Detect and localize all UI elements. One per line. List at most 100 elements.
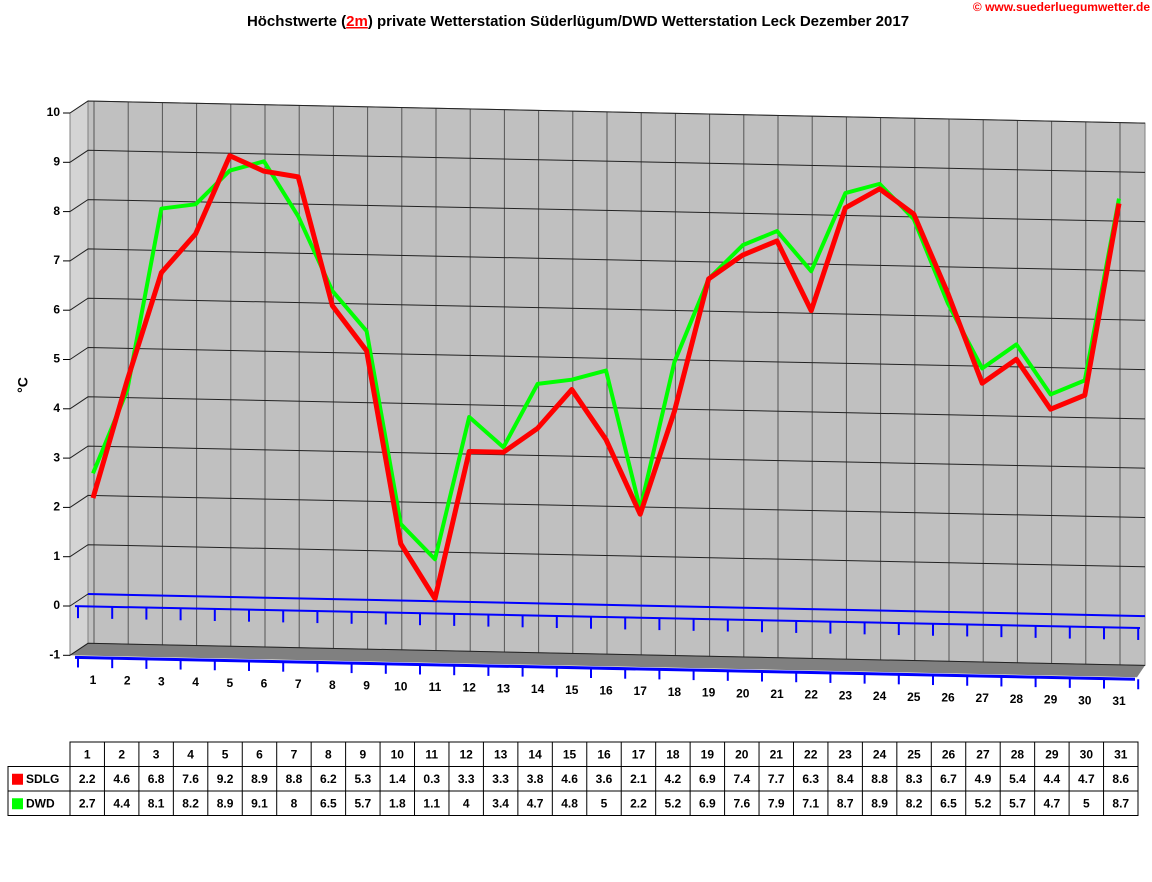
table-value: 2.7: [79, 796, 96, 810]
table-header: 29: [1045, 747, 1059, 761]
table-value: 1.4: [389, 772, 406, 786]
x-tick-label: 7: [295, 677, 302, 691]
table-header: 6: [256, 747, 263, 761]
table-value: 6.8: [148, 772, 165, 786]
table-value: 5: [601, 796, 608, 810]
table-header: 14: [528, 747, 542, 761]
table-value: 7.4: [733, 772, 750, 786]
table-value: 2.2: [79, 772, 96, 786]
table-value: 8.8: [286, 772, 303, 786]
table-border: [69, 741, 1139, 816]
x-tick-label: 22: [805, 688, 819, 702]
table-value: 6.5: [940, 796, 957, 810]
x-tick-label: 29: [1044, 693, 1058, 707]
table-value: 3.4: [492, 796, 509, 810]
x-tick-label: 8: [329, 678, 336, 692]
y-tick-label: 0: [53, 598, 60, 612]
table-header: 8: [325, 747, 332, 761]
y-tick-label: 4: [53, 401, 60, 415]
table-header: 15: [563, 747, 577, 761]
table-header: 11: [425, 747, 438, 761]
y-tick-label: 5: [53, 352, 60, 366]
table-value: 7.1: [802, 796, 819, 810]
y-tick-label: 7: [53, 253, 60, 267]
table-value: 7.6: [182, 772, 199, 786]
x-tick-label: 6: [261, 676, 268, 690]
table-header: 7: [291, 747, 298, 761]
table-value: 9.2: [217, 772, 234, 786]
table-value: 8.7: [1112, 796, 1129, 810]
floor: [70, 643, 1145, 678]
table-value: 4.4: [113, 796, 130, 810]
table-value: 8.6: [1112, 772, 1129, 786]
copyright[interactable]: © www.suederluegumwetter.de: [973, 0, 1150, 14]
table-header: 28: [1011, 747, 1025, 761]
x-tick-label: 15: [565, 683, 579, 697]
table-value: 5.7: [354, 796, 371, 810]
table-value: 6.2: [320, 772, 337, 786]
x-tick-label: 23: [839, 688, 853, 702]
table-value: 3.3: [458, 772, 475, 786]
x-tick-label: 28: [1010, 692, 1024, 706]
zero-line-front: [74, 605, 1141, 629]
x-tick-label: 4: [192, 675, 199, 689]
table-value: 4.8: [561, 796, 578, 810]
legend-swatch: [12, 798, 23, 810]
x-tick-label: 12: [463, 681, 477, 695]
table-value: 2.2: [630, 796, 647, 810]
y-tick-label: 3: [53, 450, 60, 464]
table-value: 8: [291, 796, 298, 810]
table-value: 8.9: [251, 772, 268, 786]
table-value: 6.5: [320, 796, 337, 810]
table-header: 9: [359, 747, 366, 761]
table-value: 6.9: [699, 772, 716, 786]
table-header: 5: [222, 747, 229, 761]
x-tick-label: 2: [124, 674, 131, 688]
x-tick-label: 18: [668, 685, 682, 699]
x-tick-label: 5: [226, 676, 233, 690]
table-header: 13: [494, 747, 508, 761]
x-tick-label: 13: [497, 681, 511, 695]
grid-line: [69, 199, 1146, 223]
table-value: 4.7: [1078, 772, 1095, 786]
grid-line: [69, 642, 1146, 666]
y-axis-label: °C: [15, 377, 31, 393]
table-value: 8.1: [148, 796, 165, 810]
table-value: 5.3: [354, 772, 371, 786]
y-tick-label: -1: [49, 647, 60, 661]
table-value: 8.3: [906, 772, 923, 786]
table-value: 1.8: [389, 796, 406, 810]
table-value: 3.3: [492, 772, 509, 786]
x-tick-label: 11: [429, 680, 442, 694]
table-value: 4.6: [113, 772, 130, 786]
table-header: 12: [460, 747, 474, 761]
grid-line: [69, 346, 1146, 371]
table-value: 8.7: [837, 796, 854, 810]
table-value: 8.2: [182, 796, 199, 810]
x-tick-label: 3: [158, 674, 165, 688]
table-value: 8.9: [871, 796, 888, 810]
grid-line: [69, 445, 1146, 469]
x-tick-label: 31: [1112, 694, 1126, 708]
table-value: 7.6: [733, 796, 750, 810]
table-value: 5.7: [1009, 796, 1026, 810]
chart-title: Höchstwerte (2m) private Wetterstation S…: [247, 13, 909, 30]
x-tick-label: 9: [363, 679, 370, 693]
table-header: 18: [666, 747, 680, 761]
table-header: 1: [84, 747, 91, 761]
x-tick-label: 21: [770, 687, 784, 701]
grid-line: [69, 248, 1146, 272]
table-value: 8.9: [217, 796, 234, 810]
title-link[interactable]: 2m: [346, 13, 368, 30]
legend-label: DWD: [26, 796, 55, 810]
grid-line: [69, 297, 1146, 321]
table-header: 24: [873, 747, 887, 761]
y-tick-label: 2: [53, 500, 60, 514]
table-value: 9.1: [251, 796, 268, 810]
table-header: 21: [770, 747, 784, 761]
x-tick-label: 17: [634, 684, 648, 698]
title-part: Höchstwerte (: [247, 13, 346, 30]
series-line: [91, 159, 1121, 562]
y-tick-label: 9: [53, 154, 60, 168]
